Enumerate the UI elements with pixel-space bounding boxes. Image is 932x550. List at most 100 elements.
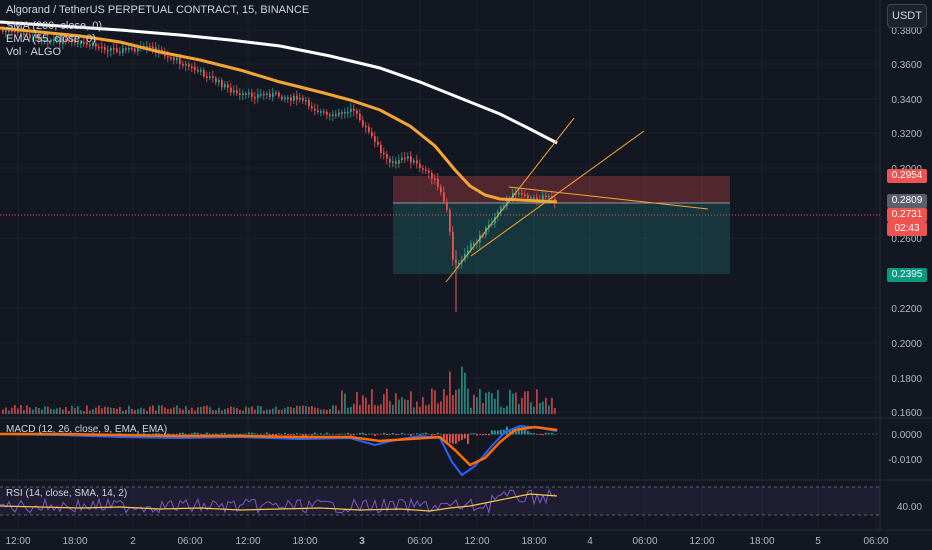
candle-body xyxy=(5,30,7,32)
volume-bar xyxy=(47,406,49,414)
current-price-tag: 0.2731 xyxy=(887,208,927,222)
stop-loss-zone[interactable] xyxy=(393,176,730,203)
volume-bar xyxy=(548,405,550,414)
time-tick: 12:00 xyxy=(5,536,30,547)
volume-bar xyxy=(143,408,145,414)
volume-bar xyxy=(437,403,439,414)
volume-bar xyxy=(365,397,367,414)
candle-body xyxy=(146,46,148,48)
take-profit-zone[interactable] xyxy=(393,203,730,274)
volume-bar xyxy=(56,408,58,414)
time-tick: 06:00 xyxy=(177,536,202,547)
volume-bar xyxy=(38,408,40,414)
time-tick: 18:00 xyxy=(62,536,87,547)
candle-body xyxy=(26,32,28,35)
macd-histogram-bar xyxy=(446,434,448,444)
candle-body xyxy=(332,114,334,116)
time-tick: 3 xyxy=(359,536,365,547)
volume-bar xyxy=(389,401,391,414)
ema-55-line[interactable] xyxy=(0,26,558,204)
volume-bar xyxy=(428,404,430,414)
sma-200-line[interactable] xyxy=(0,20,558,145)
volume-bar xyxy=(209,407,211,414)
macd-histogram-bar xyxy=(527,430,529,435)
volume-bar xyxy=(332,405,334,414)
volume-bar xyxy=(203,405,205,414)
symbol-title[interactable]: Algorand / TetherUS PERPETUAL CONTRACT, … xyxy=(6,4,310,16)
macd-legend[interactable]: MACD (12, 26, close, 9, EMA, EMA) xyxy=(6,424,168,435)
volume-bar xyxy=(317,408,319,414)
volume-bar xyxy=(119,406,121,414)
rsi-legend[interactable]: RSI (14, close, SMA, 14, 2) xyxy=(6,488,128,499)
candle-body xyxy=(281,96,283,100)
volume-legend[interactable]: Vol · ALGO xyxy=(6,46,62,58)
candle-body xyxy=(317,110,319,112)
candle-body xyxy=(305,100,307,102)
time-tick: 06:00 xyxy=(632,536,657,547)
trendline-drawings[interactable] xyxy=(445,117,709,283)
candle-body xyxy=(470,243,472,251)
volume-bar xyxy=(269,409,271,414)
currency-button[interactable]: USDT xyxy=(887,4,927,28)
volume-bar xyxy=(89,410,91,414)
ema-legend[interactable]: EMA (55, close, 0) xyxy=(6,33,96,45)
volume-bar xyxy=(254,409,256,414)
price-tick: 0.2600 xyxy=(891,234,922,245)
volume-bar xyxy=(509,389,511,414)
macd-histogram-bar xyxy=(158,433,160,435)
volume-bar xyxy=(368,404,370,414)
macd-histogram-bar xyxy=(317,433,319,435)
macd-histogram-bar xyxy=(449,434,451,443)
candle-body xyxy=(152,46,154,49)
candle-body xyxy=(269,93,271,97)
macd-histogram-bar xyxy=(452,434,454,444)
time-axis[interactable]: 12:00 18:00 2 06:00 12:00 18:00 3 06:00 … xyxy=(5,536,888,547)
volume-bar xyxy=(464,372,466,414)
macd-histogram-bar xyxy=(302,434,304,436)
candle-body xyxy=(272,92,274,97)
candle-body xyxy=(35,34,37,38)
volume-bar xyxy=(176,405,178,414)
macd-histogram-bar xyxy=(194,432,196,435)
candle-body xyxy=(110,48,112,51)
time-tick: 4 xyxy=(587,536,593,547)
candle-body xyxy=(209,76,211,78)
candle-body xyxy=(503,205,505,208)
candle-body xyxy=(383,152,385,155)
macd-histogram-bar xyxy=(239,434,241,436)
macd-histogram-bar xyxy=(311,434,313,436)
macd-histogram-bar xyxy=(392,432,394,435)
volume-bar xyxy=(527,391,529,414)
volume-bar xyxy=(221,410,223,414)
volume-bar xyxy=(35,406,37,414)
macd-histogram-bar xyxy=(248,432,250,435)
candle-body xyxy=(320,111,322,113)
macd-histogram-bar xyxy=(185,434,187,435)
macd-histogram-bar xyxy=(401,432,403,435)
candle-body xyxy=(107,49,109,52)
volume-bar xyxy=(467,388,469,414)
candle-body xyxy=(62,39,64,44)
candle-body xyxy=(311,106,313,109)
macd-histogram-bar xyxy=(380,434,382,435)
macd-line xyxy=(0,424,558,477)
candle-body xyxy=(14,30,16,33)
candle-body xyxy=(113,48,115,50)
candle-body xyxy=(98,46,100,49)
macd-histogram-bar xyxy=(521,426,523,435)
candle-body xyxy=(308,100,310,107)
candle-body xyxy=(326,111,328,115)
bar-countdown-tag: 02:43 xyxy=(887,222,927,236)
macd-histogram-bar xyxy=(173,433,175,435)
candle-body xyxy=(497,211,499,217)
volume-bar xyxy=(2,409,4,414)
sma-legend[interactable]: SMA (200, close, 0) xyxy=(6,20,102,32)
macd-histogram-bar xyxy=(269,434,271,436)
macd-histogram-bar xyxy=(458,434,460,442)
candle-body xyxy=(182,64,184,66)
macd-histogram-bar xyxy=(245,433,247,435)
volume-bar xyxy=(125,409,127,414)
volume-bar xyxy=(545,397,547,414)
candle-body xyxy=(206,76,208,79)
